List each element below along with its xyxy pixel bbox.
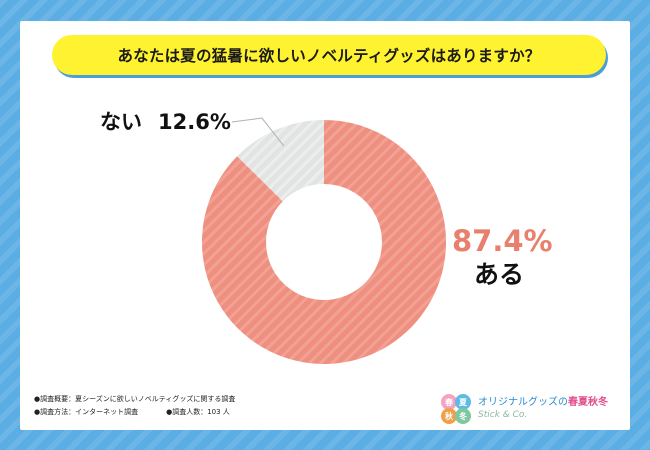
svg-text:夏: 夏 (458, 398, 468, 407)
donut-slice-yes (201, 120, 446, 364)
brand-name: オリジナルグッズの春夏秋冬 (478, 393, 608, 408)
chart-card: あなたは夏の猛暑に欲しいノベルティグッズはありますか？ ない 12.6% 87.… (20, 21, 630, 430)
survey-method: ●調査方法：インターネット調査 (34, 408, 139, 416)
slice-value-yes: 87.4% (452, 224, 553, 258)
brand-logo: 春 夏 秋 冬 オリジナルグッズの春夏秋冬 Stick & Co. (438, 391, 618, 427)
chart-title: あなたは夏の猛暑に欲しいノベルティグッズはありますか？ (117, 47, 541, 65)
donut-chart: ない 12.6% 87.4% ある (100, 110, 553, 364)
flower-logo-icon: 春 夏 秋 冬 (441, 394, 471, 424)
brand-name-season: 春夏秋冬 (568, 397, 608, 408)
title-banner: あなたは夏の猛暑に欲しいノベルティグッズはありますか？ (52, 35, 606, 75)
donut-slice-no (237, 120, 324, 202)
survey-overview: ●調査概要：夏シーズンに欲しいノベルティグッズに関する調査 (34, 395, 236, 403)
svg-text:冬: 冬 (459, 411, 467, 421)
no-leader-line (231, 117, 285, 147)
survey-respondents: ●調査人数：103 人 (166, 408, 230, 416)
slice-value-no: 12.6% (158, 110, 231, 134)
slice-label-yes: ある (474, 260, 524, 289)
brand-name-main: オリジナルグッズの (478, 397, 568, 408)
survey-notes: ●調査概要：夏シーズンに欲しいノベルティグッズに関する調査 ●調査方法：インター… (34, 393, 235, 419)
brand-subtitle: Stick & Co. (478, 410, 528, 420)
svg-text:春: 春 (445, 397, 453, 407)
slice-label-no: ない (100, 110, 142, 134)
svg-text:秋: 秋 (444, 411, 454, 421)
